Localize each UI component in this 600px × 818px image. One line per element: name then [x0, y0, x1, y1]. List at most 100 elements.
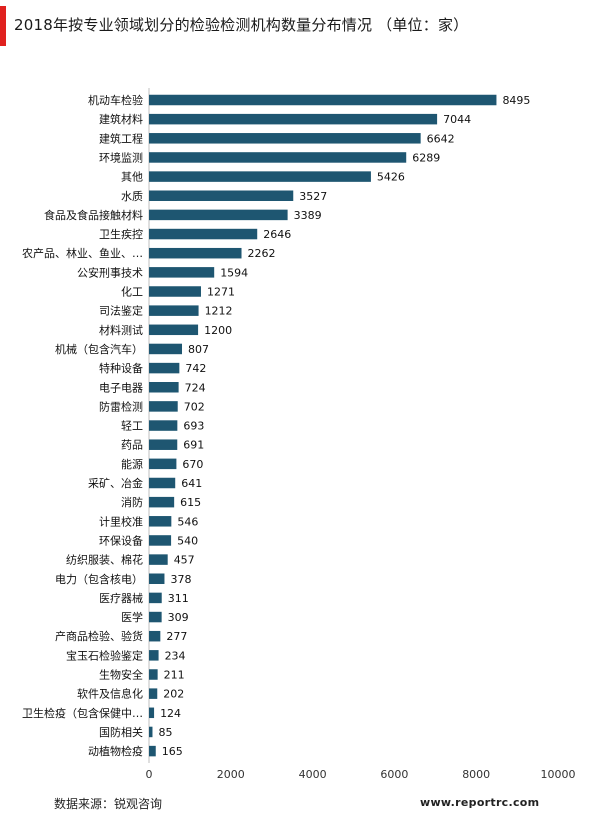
- category-label: 宝玉石检验鉴定: [66, 648, 143, 662]
- value-label: 3389: [294, 209, 322, 222]
- category-label: 机动车检验: [88, 93, 143, 107]
- category-label: 农产品、林业、鱼业、…: [22, 246, 143, 260]
- category-label: 化工: [121, 285, 143, 299]
- value-label: 165: [162, 745, 183, 758]
- bar: [149, 171, 371, 182]
- bar: [149, 669, 158, 680]
- category-label: 建筑工程: [99, 131, 143, 145]
- bar: [149, 630, 161, 642]
- category-label: 药品: [121, 439, 143, 452]
- bar: [149, 688, 158, 699]
- value-label: 3527: [299, 190, 327, 203]
- category-label: 环保设备: [99, 533, 143, 547]
- bar: [149, 362, 180, 374]
- value-label: 6289: [412, 151, 440, 164]
- value-label: 277: [166, 630, 187, 643]
- bar: [149, 209, 288, 221]
- x-tick-label: 0: [146, 768, 153, 781]
- bar: [149, 113, 438, 125]
- value-label: 670: [182, 458, 203, 471]
- value-label: 807: [188, 343, 209, 356]
- value-label: 742: [185, 362, 206, 375]
- x-tick-label: 2000: [217, 768, 245, 781]
- bar: [149, 247, 242, 259]
- bar: [149, 439, 178, 450]
- value-label: 124: [160, 707, 181, 720]
- category-label: 水质: [121, 190, 143, 203]
- value-label: 691: [183, 439, 204, 452]
- category-label: 国防相关: [99, 725, 143, 739]
- bar: [149, 535, 172, 546]
- value-label: 615: [180, 496, 201, 509]
- category-label: 卫生检疫（包含保健中…: [22, 706, 143, 720]
- bar: [149, 228, 258, 240]
- category-label: 电力（包含核电）: [55, 572, 143, 586]
- value-label: 1212: [205, 305, 233, 318]
- bar: [149, 611, 162, 623]
- value-label: 724: [185, 381, 206, 394]
- value-label: 546: [177, 515, 198, 528]
- value-label: 8495: [502, 94, 530, 107]
- category-label: 公安刑事技术: [77, 265, 143, 279]
- value-label: 2262: [248, 247, 276, 260]
- category-label: 食品及食品接触材料: [44, 208, 143, 222]
- value-label: 7044: [443, 113, 471, 126]
- category-label: 医学: [121, 610, 143, 624]
- title-accent-bar: [0, 6, 6, 46]
- category-label: 电子电器: [99, 381, 143, 394]
- bar: [149, 420, 178, 431]
- category-label: 能源: [121, 457, 143, 471]
- bar: [149, 152, 407, 163]
- bar: [149, 458, 177, 470]
- bar: [149, 650, 159, 661]
- value-label: 1594: [220, 266, 248, 279]
- bar: [149, 496, 175, 508]
- category-label: 医疗器械: [99, 591, 143, 605]
- category-label: 生物安全: [99, 668, 143, 682]
- category-label: 采矿、冶金: [88, 476, 143, 490]
- x-tick-label: 6000: [380, 768, 408, 781]
- category-label: 司法鉴定: [99, 304, 143, 318]
- value-label: 1200: [204, 324, 232, 337]
- category-label: 建筑材料: [99, 112, 143, 126]
- category-label: 机械（包含汽车）: [55, 342, 143, 356]
- value-label: 85: [158, 726, 172, 739]
- bar: [149, 401, 178, 412]
- value-label: 378: [170, 573, 191, 586]
- value-label: 234: [165, 649, 186, 662]
- value-label: 702: [184, 400, 205, 413]
- bar: [149, 94, 497, 106]
- bar: [149, 133, 421, 144]
- category-label: 动植物检疫: [88, 744, 143, 758]
- bar: [149, 516, 172, 527]
- bar: [149, 592, 162, 604]
- value-label: 641: [181, 477, 202, 490]
- bar: [149, 305, 199, 316]
- value-label: 693: [183, 420, 204, 433]
- value-label: 2646: [263, 228, 291, 241]
- bar: [149, 554, 168, 565]
- watermark: www.reportrc.com: [420, 796, 540, 809]
- category-label: 消防: [121, 495, 143, 509]
- value-label: 6642: [427, 132, 455, 145]
- bar: [149, 267, 215, 278]
- bar: [149, 286, 201, 297]
- category-label: 防雷检测: [99, 399, 143, 413]
- bar: [149, 477, 176, 489]
- bar-layer: 机动车检验 8495 建筑材料 7044 建筑工程 6642 环境监测 6289 其他 5426 水…: [22, 93, 530, 758]
- bar: [149, 726, 153, 738]
- chart-title: 2018年按专业领域划分的检验检测机构数量分布情况 （单位：家）: [14, 16, 469, 34]
- category-label: 环境监测: [99, 150, 143, 164]
- value-label: 202: [163, 688, 184, 701]
- x-tick-label: 10000: [541, 768, 576, 781]
- bar: [149, 573, 165, 584]
- bar: [149, 707, 155, 719]
- bar: [149, 324, 199, 336]
- category-label: 纺织服装、棉花: [66, 553, 143, 567]
- value-label: 309: [168, 611, 189, 624]
- value-label: 311: [168, 592, 189, 605]
- value-label: 211: [164, 669, 185, 682]
- value-label: 1271: [207, 286, 235, 299]
- category-label: 计里校准: [99, 514, 143, 528]
